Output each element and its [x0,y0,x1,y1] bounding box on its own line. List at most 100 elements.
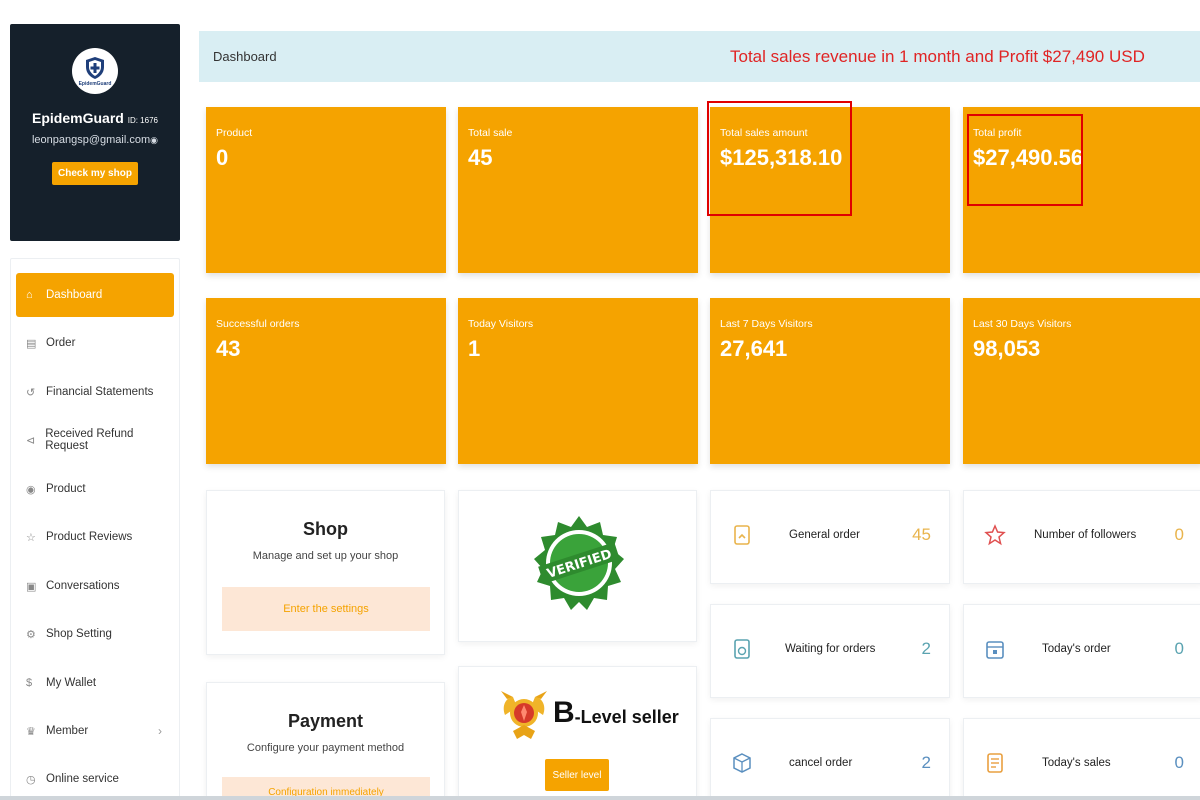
metric-label: Waiting for orders [785,643,876,655]
verified-card: VERIFIED [458,490,697,642]
seller-level-button[interactable]: Seller level [545,759,609,791]
stat-card-30-day-visitors: Last 30 Days Visitors 98,053 [963,298,1200,464]
sidebar-item-product[interactable]: ◉ Product [16,467,174,511]
stat-value: $125,318.10 [720,145,843,170]
metric-value: 45 [912,525,931,544]
metric-todays-order[interactable]: Today's order 0 [963,604,1200,698]
seller-level-letter: B [553,696,575,729]
sidebar-item-label: Member [46,725,89,737]
metric-value: 2 [921,639,931,658]
eye-icon[interactable]: ◉ [150,135,159,145]
member-icon: ♛ [26,725,36,738]
logo-text: EpidemGuard [78,80,112,87]
stat-value: 43 [216,336,241,361]
stat-value: $27,490.56 [973,145,1084,170]
sidebar-item-conversations[interactable]: ▣ Conversations [16,564,174,608]
check-my-shop-button[interactable]: Check my shop [52,162,138,185]
card-subtitle: Configure your payment method [246,742,405,754]
payment-card: Payment Configure your payment method Co… [206,682,445,800]
sidebar-item-online-service[interactable]: ◷ Online service [16,757,174,800]
metric-label: Today's sales [1042,757,1111,769]
sidebar-item-dashboard[interactable]: ⌂ Dashboard [16,273,174,317]
refund-icon: ⊲ [26,434,36,447]
shield-icon [86,56,104,79]
metric-followers[interactable]: Number of followers 0 [963,490,1200,584]
stat-label: Total profit [973,127,1022,139]
star-icon: ☆ [26,531,36,544]
card-subtitle: Manage and set up your shop [252,550,399,562]
dollar-icon: $ [26,677,33,689]
shop-name: EpidemGuard [32,110,124,126]
sidebar-item-product-reviews[interactable]: ☆ Product Reviews [16,515,174,559]
sidebar-item-label: Product Reviews [46,531,133,543]
metric-value: 0 [1174,639,1184,658]
metric-value: 0 [1174,525,1184,544]
stat-card-total-sales-amount: Total sales amount $125,318.10 [710,107,950,273]
metric-todays-sales[interactable]: Today's sales 0 [963,718,1200,800]
metric-label: Today's order [1042,643,1111,655]
sidebar-item-shop-setting[interactable]: ⚙ Shop Setting [16,612,174,656]
history-icon: ↺ [26,386,36,399]
stat-value: 1 [468,336,481,361]
stat-card-product: Product 0 [206,107,446,273]
metric-label: cancel order [789,757,853,769]
shop-id: ID: 1676 [127,116,158,125]
seller-level-text: -Level seller [574,706,679,727]
sidebar-item-label: Dashboard [46,289,103,301]
metric-cancel-order[interactable]: cancel order 2 [710,718,950,800]
product-icon: ◉ [26,483,36,496]
stat-label: Successful orders [216,318,300,330]
home-icon: ⌂ [26,289,33,301]
metric-general-order[interactable]: General order 45 [710,490,950,584]
stat-label: Last 30 Days Visitors [973,318,1072,330]
stat-card-today-visitors: Today Visitors 1 [458,298,698,464]
shop-profile-card: EpidemGuard EpidemGuard ID: 1676 leonpan… [10,24,180,241]
sidebar-item-financial-statements[interactable]: ↺ Financial Statements [16,370,174,414]
metric-label: Number of followers [1034,529,1137,541]
sidebar-menu: ⌂ Dashboard ▤ Order ↺ Financial Statemen… [10,258,180,798]
chevron-right-icon: › [158,724,162,738]
card-title: Shop [303,519,348,539]
sidebar-item-member[interactable]: ♛ Member › [16,709,174,753]
window-bottom-border [0,796,1200,800]
sidebar-item-label: Online service [46,773,119,785]
sidebar-item-my-wallet[interactable]: $ My Wallet [16,661,174,705]
stat-label: Total sales amount [720,127,808,139]
gear-icon: ⚙ [26,628,36,641]
order-icon: ▤ [26,337,37,350]
seller-level-card: B -Level seller Seller level [458,666,697,800]
stat-value: 0 [216,145,229,170]
star-outline-icon [984,524,1006,546]
chat-icon: ▣ [26,580,37,593]
seller-medal-icon [501,691,547,739]
sidebar-item-label: Order [46,337,76,349]
metric-waiting-orders[interactable]: Waiting for orders 2 [710,604,950,698]
sidebar-item-label: Received Refund Request [45,428,134,452]
stat-card-total-sale: Total sale 45 [458,107,698,273]
shop-settings-card: Shop Manage and set up your shop Enter t… [206,490,445,655]
stat-card-successful-orders: Successful orders 43 [206,298,446,464]
configure-payment-button[interactable]: Configuration immediately [222,777,430,800]
box-icon [733,753,751,773]
stat-value: 98,053 [973,336,1041,361]
enter-settings-button[interactable]: Enter the settings [222,587,430,631]
stat-value: 45 [468,145,493,170]
seller-level-row: B -Level seller [499,685,679,741]
calendar-icon [986,641,1004,659]
shop-name-line: EpidemGuard ID: 1676 [10,110,180,126]
page-header: Dashboard Total sales revenue in 1 month… [199,31,1200,82]
highlight-box-sales-amount [707,101,852,216]
page-title: Dashboard [213,49,277,64]
clipboard-icon [734,525,750,545]
receipt-icon [987,753,1003,773]
support-icon: ◷ [26,773,36,786]
sidebar-item-label: Financial Statements [46,386,154,398]
sidebar-item-refund-request[interactable]: ⊲ Received Refund Request [16,418,174,462]
verified-badge-icon: VERIFIED [534,516,624,610]
metric-value: 0 [1174,753,1184,772]
stat-label: Last 7 Days Visitors [720,318,813,330]
sidebar-item-order[interactable]: ▤ Order [16,321,174,365]
stat-label: Product [216,127,253,139]
stat-value: 27,641 [720,336,788,361]
sidebar-item-label: Product [46,483,86,495]
